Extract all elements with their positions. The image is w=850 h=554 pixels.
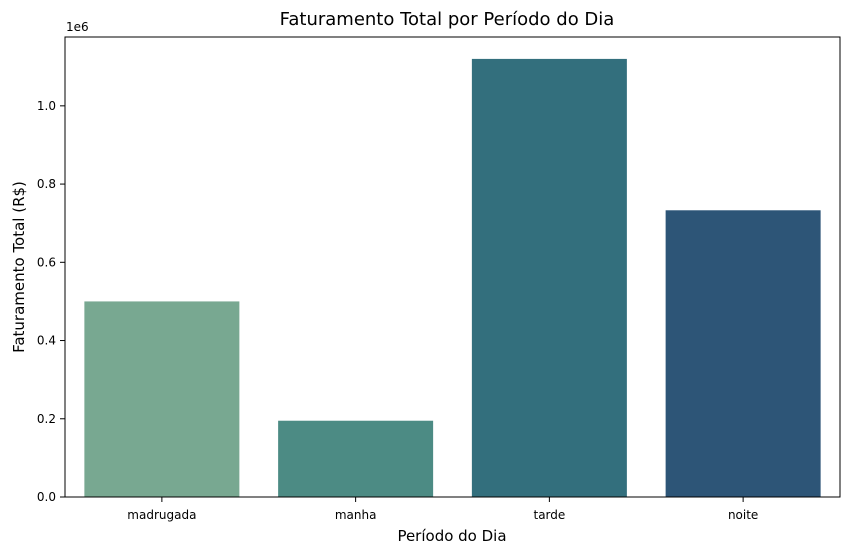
x-tick-label: noite bbox=[728, 508, 758, 522]
x-tick-label: madrugada bbox=[127, 508, 196, 522]
x-axis-ticks: madrugada manha tarde noite bbox=[127, 497, 758, 522]
plot-frame bbox=[64, 36, 841, 498]
bar-tarde bbox=[471, 58, 627, 498]
y-axis-offset-label: 1e6 bbox=[66, 20, 89, 34]
x-tick-label: manha bbox=[335, 508, 377, 522]
bar-manha bbox=[278, 420, 434, 497]
y-tick-label: 0.2 bbox=[37, 412, 56, 426]
y-tick-label: 0.8 bbox=[37, 177, 56, 191]
y-tick-label: 0.0 bbox=[37, 490, 56, 504]
y-tick-label: 0.6 bbox=[37, 255, 56, 269]
x-tick-label: tarde bbox=[533, 508, 565, 522]
y-tick-label: 0.4 bbox=[37, 334, 56, 348]
chart-title: Faturamento Total por Período do Dia bbox=[280, 9, 615, 30]
y-axis-ticks: 0.0 0.2 0.4 0.6 0.8 1.0 bbox=[37, 99, 65, 504]
y-axis-label: Faturamento Total (R$) bbox=[10, 181, 28, 353]
y-tick-label: 1.0 bbox=[37, 99, 56, 113]
x-axis-label: Período do Dia bbox=[397, 527, 506, 545]
bar-noite bbox=[665, 210, 821, 497]
bar-madrugada bbox=[84, 301, 240, 497]
bars-layer bbox=[84, 58, 821, 498]
